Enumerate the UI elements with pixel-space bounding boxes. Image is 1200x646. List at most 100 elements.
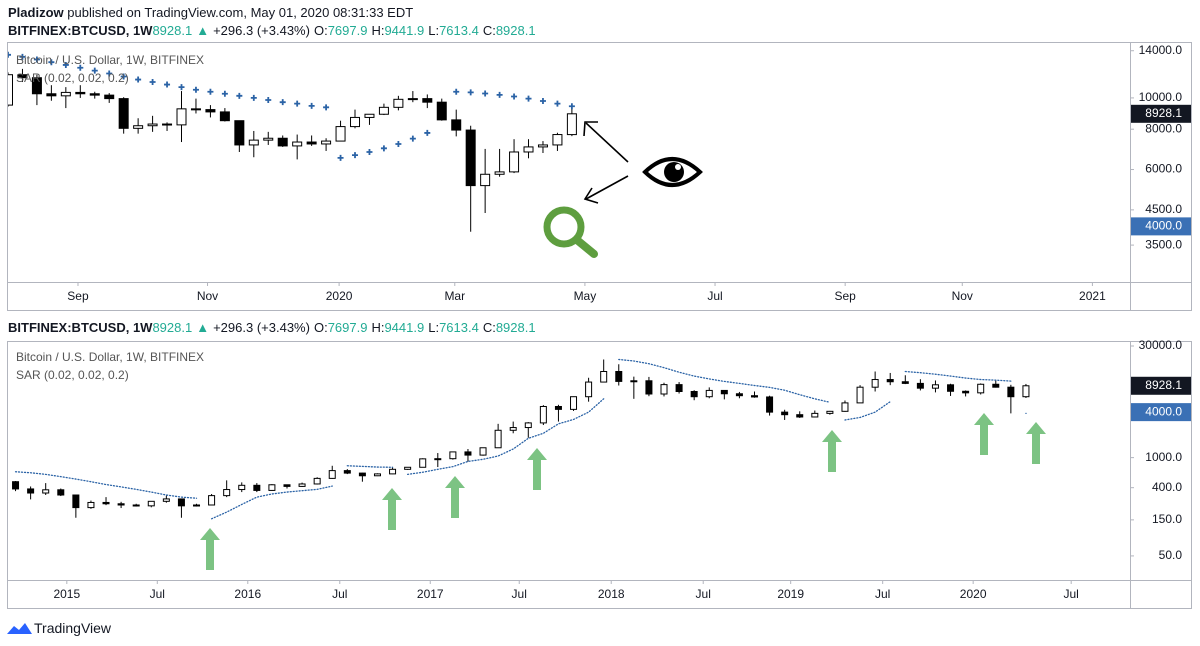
candle-body xyxy=(992,383,1000,388)
ohlc-label: O: xyxy=(313,23,328,38)
candle-body xyxy=(234,120,245,146)
candle-body xyxy=(343,470,351,474)
pointer-arrows xyxy=(583,121,629,204)
sar-point xyxy=(424,129,431,136)
candle-body xyxy=(321,140,332,145)
candle-body xyxy=(147,123,158,127)
candle-body xyxy=(494,429,502,449)
sar-point xyxy=(265,97,272,104)
candle-body xyxy=(193,504,201,507)
candle-body xyxy=(735,393,743,397)
y-tick-label: 3500.0 xyxy=(1145,237,1182,251)
candle-body xyxy=(750,395,758,398)
candle-body xyxy=(720,389,728,395)
sar-point xyxy=(380,145,387,152)
candle-body xyxy=(328,470,336,479)
sar-point xyxy=(395,140,402,147)
candle-body xyxy=(479,447,487,456)
candle-body xyxy=(537,144,548,148)
candle-body xyxy=(407,98,418,101)
candle-body xyxy=(419,458,427,468)
x-tick-label: 2021 xyxy=(1079,289,1106,303)
candle-body xyxy=(162,498,170,502)
ohlc-value: 9441.9 xyxy=(384,320,425,335)
change-arrow: ▲ xyxy=(196,320,210,335)
x-tick-label: 2018 xyxy=(598,587,625,601)
sar-point xyxy=(568,103,575,110)
candle-body xyxy=(705,389,713,398)
candle-body xyxy=(901,381,909,384)
legend-line: BITFINEX:BTCUSD, 1W8928.1 ▲ +296.3 (+3.43%… xyxy=(8,320,540,335)
candle-body xyxy=(31,77,42,95)
x-tick-label: Nov xyxy=(197,289,218,303)
footer-brand: TradingView xyxy=(34,620,112,636)
candle-body xyxy=(436,101,447,121)
candle-body xyxy=(465,129,476,187)
sar-point xyxy=(207,88,214,95)
candle-body xyxy=(509,151,520,173)
axes: Bitcoin / U.S. Dollar, 1W, BITFINEX SAR (… xyxy=(16,43,1191,601)
sar-point xyxy=(352,152,359,159)
candle-body xyxy=(75,91,86,95)
candle-body xyxy=(600,370,608,383)
change: +296.3 (+3.43%) xyxy=(213,320,310,335)
candle-body xyxy=(645,380,653,395)
sar-point xyxy=(409,135,416,142)
candle-body xyxy=(523,146,534,153)
sar-point xyxy=(539,98,546,105)
sar-point xyxy=(77,64,84,71)
candle-body xyxy=(46,93,57,97)
sar-point xyxy=(164,81,171,88)
price-label: 4000.0 xyxy=(1145,219,1182,233)
candle-body xyxy=(176,108,187,126)
candle-body xyxy=(509,427,517,431)
ohlc-label: O: xyxy=(313,320,328,335)
sar-point xyxy=(453,88,460,95)
sar-point xyxy=(554,100,561,107)
candle-body xyxy=(615,370,623,382)
candle-body xyxy=(335,126,346,142)
candle-body xyxy=(292,141,303,147)
sar-point xyxy=(323,104,330,111)
candle-body xyxy=(358,472,366,477)
candle-body xyxy=(118,98,129,129)
y-tick-label: 400.0 xyxy=(1152,480,1182,494)
candle-body xyxy=(947,384,955,392)
candle-body xyxy=(494,171,505,175)
candle-body xyxy=(89,93,100,96)
candle-body xyxy=(434,458,442,461)
ohlc-value: 7697.9 xyxy=(327,320,368,335)
candle-body xyxy=(871,379,879,388)
sar-line xyxy=(844,401,891,421)
ohlc-value: 8928.1 xyxy=(495,23,536,38)
x-tick-label: Jul xyxy=(707,289,722,303)
candle-body xyxy=(72,494,80,509)
last-close: 8928.1 xyxy=(152,23,193,38)
sar-point xyxy=(8,51,11,58)
candle-body xyxy=(389,468,397,475)
sar-point xyxy=(294,100,301,107)
price-label: 8928.1 xyxy=(1145,106,1182,120)
sar-point xyxy=(279,99,286,106)
candle-body xyxy=(404,466,412,470)
ohlc-label: L: xyxy=(428,320,440,335)
candle-body xyxy=(916,382,924,389)
candle-body xyxy=(931,384,939,389)
y-tick-label: 6000.0 xyxy=(1145,162,1182,176)
bottom-plot xyxy=(12,358,1030,520)
candle-body xyxy=(570,396,578,410)
sar-point xyxy=(62,61,69,68)
candle-body xyxy=(373,473,381,477)
candle-body xyxy=(208,495,216,506)
candle-body xyxy=(585,381,593,398)
candle-body xyxy=(378,106,389,115)
price-label-box xyxy=(1131,403,1191,422)
candle-body xyxy=(781,411,789,416)
candle-body xyxy=(12,481,20,490)
candle-body xyxy=(350,116,361,128)
ohlc-value: 8928.1 xyxy=(495,320,536,335)
ohlc-label: H: xyxy=(371,23,385,38)
sar-point xyxy=(149,79,156,86)
indicator-label: SAR (0.02, 0.02, 0.2) xyxy=(16,71,129,85)
